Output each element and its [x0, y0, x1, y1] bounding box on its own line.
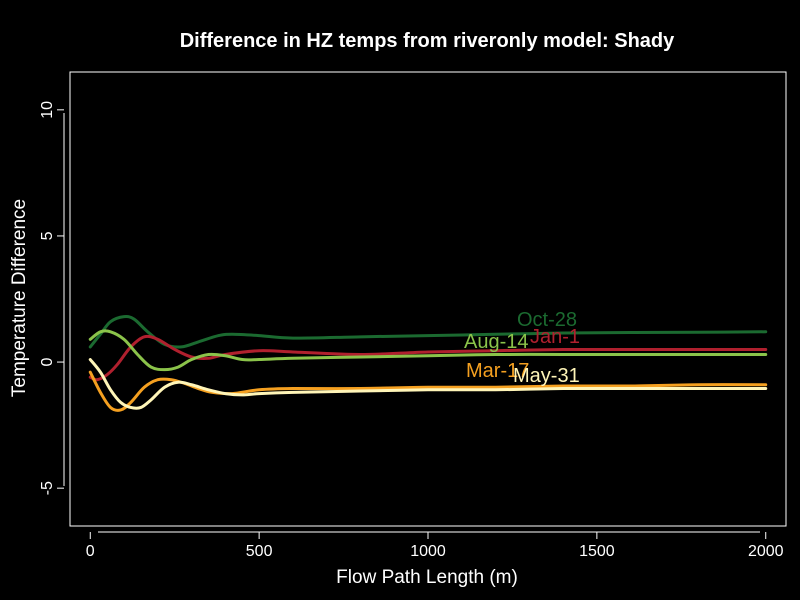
x-tick-label: 1000	[410, 543, 446, 560]
x-tick-label: 2000	[748, 543, 784, 560]
x-tick-label: 500	[246, 543, 273, 560]
y-axis-ticks: -5 0 5 10	[39, 101, 64, 495]
y-tick-label: 10	[39, 101, 56, 119]
series-line-aug-14	[88, 329, 768, 372]
y-tick-label: 0	[39, 358, 56, 367]
series-label-may-31: May-31	[513, 365, 580, 387]
series-line-oct-28	[88, 315, 768, 349]
plot-frame	[69, 71, 787, 527]
chart-title: Difference in HZ temps from riveronly mo…	[180, 30, 675, 52]
series-label-aug-14: Aug-14	[464, 331, 529, 353]
series-label-mar-17: Mar-17	[466, 360, 529, 382]
x-axis-label: Flow Path Length (m)	[336, 567, 518, 588]
series-label-jan-1: Jan-1	[530, 326, 580, 348]
y-axis-label: Temperature Difference	[9, 199, 30, 397]
series-layer	[88, 315, 768, 412]
y-tick-label: -5	[39, 481, 56, 495]
y-tick-label: 5	[39, 231, 56, 240]
x-tick-label: 0	[86, 543, 95, 560]
x-axis-ticks: 0 500 1000 1500 2000	[86, 532, 784, 560]
series-line-may-31	[88, 358, 768, 410]
x-tick-label: 1500	[579, 543, 615, 560]
series-label-oct-28: Oct-28	[517, 309, 577, 331]
